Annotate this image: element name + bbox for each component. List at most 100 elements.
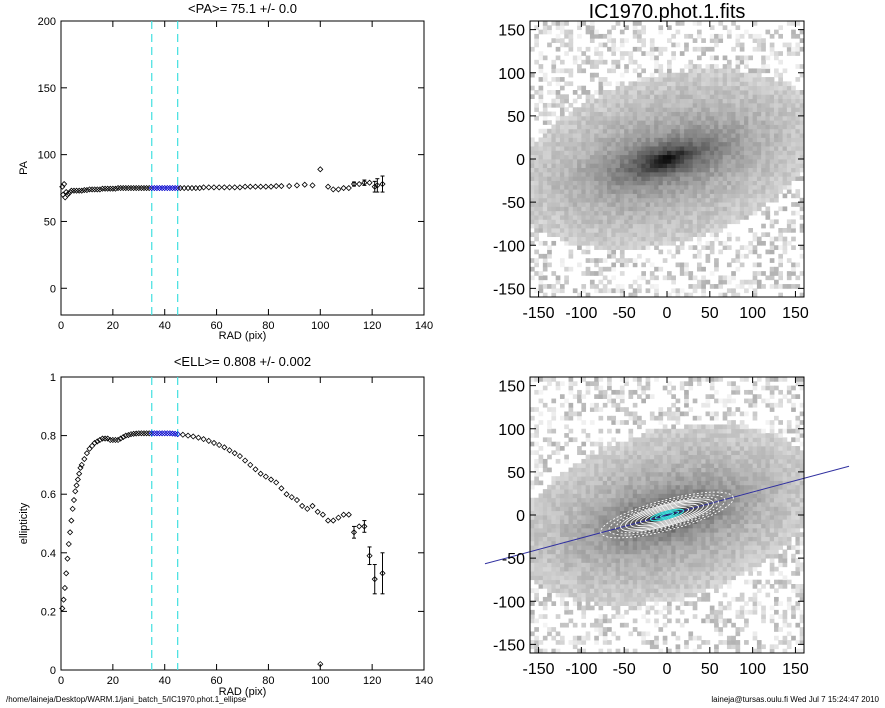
data-point: [324, 183, 332, 190]
data-point: [94, 438, 101, 445]
image-pixel: [530, 219, 535, 225]
image-pixel: [632, 588, 638, 594]
image-pixel: [782, 133, 788, 138]
image-pixel: [568, 33, 574, 39]
image-pixel: [739, 215, 745, 220]
image-pixel: [799, 64, 805, 69]
image-pixel: [748, 146, 754, 151]
image-pixel: [662, 571, 668, 576]
profile-panel-1: [59, 20, 425, 316]
image-pixel: [726, 150, 732, 156]
image-pixel: [564, 115, 569, 121]
image-pixel: [744, 107, 749, 112]
image-pixel: [684, 510, 689, 516]
image-pixel: [611, 471, 617, 477]
x-tick-label: 20: [107, 675, 119, 687]
image-pixel: [632, 545, 638, 550]
image-pixel: [594, 197, 599, 203]
data-point: [67, 529, 74, 536]
image-pixel: [662, 150, 668, 156]
data-point: [330, 186, 337, 193]
image-pixel: [585, 381, 591, 387]
image-pixel: [619, 446, 625, 451]
image-pixel: [654, 120, 659, 125]
image-pixel: [765, 215, 771, 220]
image-pixel: [589, 206, 595, 212]
image-pixel: [692, 424, 698, 430]
image-pixel: [662, 240, 668, 246]
image-pixel: [705, 228, 711, 233]
image-pixel: [782, 171, 788, 177]
image-pixel: [542, 614, 548, 619]
y-tick-label: 50: [44, 216, 56, 228]
image-pixel: [628, 458, 634, 464]
image-pixel: [722, 219, 728, 225]
image-pixel: [675, 648, 681, 654]
image-pixel: [667, 407, 672, 412]
image-pixel: [607, 210, 612, 216]
image-pixel: [645, 137, 651, 143]
image-pixel: [782, 228, 788, 233]
image-pixel: [654, 292, 659, 298]
image-pixel: [658, 411, 664, 417]
image-pixel: [607, 94, 612, 100]
image-pixel: [641, 167, 646, 173]
image-pixel: [778, 94, 783, 100]
image-pixel: [654, 558, 659, 563]
image-pixel: [718, 219, 724, 225]
image-pixel: [769, 180, 775, 186]
image-pixel: [619, 601, 625, 606]
image-pixel: [542, 596, 548, 602]
image-pixel: [564, 540, 569, 546]
image-pixel: [632, 523, 638, 529]
image-pixel: [774, 51, 779, 56]
image-pixel: [555, 21, 561, 26]
image-pixel: [769, 249, 775, 255]
image-pixel: [564, 476, 569, 481]
data-point: [286, 182, 293, 190]
image-pixel: [538, 648, 544, 654]
image-pixel: [726, 141, 732, 147]
image-pixel: [774, 180, 779, 186]
image-pixel: [667, 223, 672, 229]
image-pixel: [696, 558, 702, 563]
image-pixel: [538, 253, 544, 259]
image-pixel: [615, 146, 621, 151]
image-pixel: [559, 402, 565, 408]
image-pixel: [632, 502, 638, 507]
image-pixel: [619, 476, 625, 481]
image-pixel: [607, 566, 612, 572]
data-point: [309, 502, 316, 509]
image-pixel: [624, 180, 629, 186]
image-pixel: [624, 94, 629, 100]
image-pixel: [641, 588, 646, 594]
image-pixel: [581, 596, 587, 602]
image-pixel: [555, 566, 561, 572]
image-pixel: [761, 146, 766, 151]
image-pixel: [688, 154, 694, 160]
image-pixel: [611, 493, 617, 499]
image-pixel: [675, 566, 681, 572]
image-pixel: [684, 33, 689, 39]
image-pixel: [765, 29, 771, 35]
image-pixel: [564, 566, 569, 572]
image-pixel: [701, 150, 706, 156]
image-pixel: [628, 441, 634, 447]
image-pixel: [564, 193, 569, 199]
image-pixel: [786, 133, 792, 138]
image-pixel: [752, 202, 758, 207]
image-pixel: [572, 111, 578, 117]
image-pixel: [756, 167, 762, 173]
image-pixel: [581, 167, 587, 173]
image-pixel: [589, 553, 595, 559]
image-pixel: [726, 184, 732, 190]
image-pixel: [542, 519, 548, 525]
image-pixel: [735, 98, 741, 104]
image-pixel: [577, 579, 582, 585]
image-pixel: [654, 433, 659, 438]
image-pixel: [786, 111, 792, 117]
image-pixel: [696, 571, 702, 576]
image-pixel: [542, 571, 548, 576]
image-pixel: [559, 219, 565, 225]
image-pixel: [551, 510, 557, 516]
